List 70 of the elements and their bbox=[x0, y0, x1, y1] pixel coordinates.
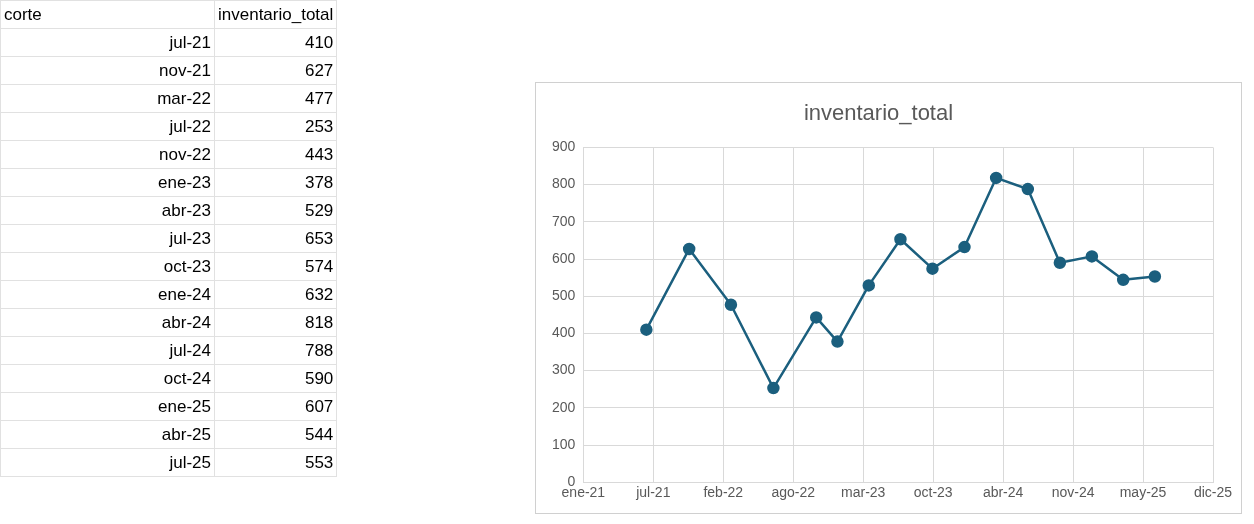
y-tick-label: 200 bbox=[552, 398, 576, 415]
x-tick-label: dic-25 bbox=[1193, 484, 1233, 501]
text: jul-25 bbox=[0, 448, 215, 477]
point bbox=[682, 242, 696, 256]
x-tick-label: nov-24 bbox=[1051, 484, 1095, 501]
point bbox=[1085, 250, 1099, 263]
point bbox=[1148, 270, 1162, 283]
text: inventario_total bbox=[214, 0, 337, 29]
text: nov-22 bbox=[0, 140, 215, 169]
point bbox=[831, 335, 844, 348]
y-tick-label: 300 bbox=[552, 361, 576, 378]
point bbox=[958, 240, 971, 254]
text: jul-24 bbox=[0, 336, 215, 365]
point bbox=[989, 171, 1003, 185]
text: 477 bbox=[214, 84, 337, 113]
chart-title: inventario_total bbox=[803, 100, 954, 126]
text: ene-23 bbox=[0, 168, 215, 197]
x-tick-label: mar-23 bbox=[841, 484, 886, 501]
x-tick-label: ago-22 bbox=[771, 484, 816, 501]
text: abr-23 bbox=[0, 196, 215, 225]
text: mar-22 bbox=[0, 84, 215, 113]
point bbox=[767, 381, 780, 395]
point bbox=[1116, 273, 1130, 287]
text: ene-25 bbox=[0, 392, 215, 421]
text: 410 bbox=[214, 28, 337, 57]
y-tick-label: 500 bbox=[552, 287, 576, 304]
y-tick-label: 900 bbox=[552, 138, 576, 155]
point bbox=[862, 279, 876, 292]
text: 818 bbox=[214, 308, 337, 337]
point bbox=[809, 311, 823, 324]
text: 378 bbox=[214, 168, 337, 197]
point bbox=[1053, 256, 1067, 269]
text: corte bbox=[0, 0, 215, 29]
y-tick-label: 400 bbox=[552, 324, 576, 341]
point bbox=[724, 298, 738, 312]
text: abr-25 bbox=[0, 420, 215, 449]
y-tick-label: 800 bbox=[552, 175, 576, 192]
text: jul-23 bbox=[0, 224, 215, 253]
text: 529 bbox=[214, 196, 337, 225]
y-tick-label: 100 bbox=[552, 435, 576, 452]
text: jul-21 bbox=[0, 28, 215, 57]
text: 788 bbox=[214, 336, 337, 365]
text: 607 bbox=[214, 392, 337, 421]
x-tick-label: abr-24 bbox=[982, 484, 1024, 501]
point bbox=[640, 323, 653, 336]
text: 553 bbox=[214, 448, 337, 477]
point bbox=[926, 262, 939, 275]
text: oct-23 bbox=[0, 252, 215, 281]
x-tick-label: oct-23 bbox=[913, 484, 953, 501]
text: 590 bbox=[214, 364, 337, 393]
x-tick-label: may-25 bbox=[1119, 484, 1167, 501]
x-tick-label: feb-22 bbox=[703, 484, 744, 501]
text: 627 bbox=[214, 56, 337, 85]
text: 632 bbox=[214, 280, 337, 309]
text: 574 bbox=[214, 252, 337, 281]
text: 253 bbox=[214, 112, 337, 141]
point bbox=[894, 233, 907, 246]
text: 653 bbox=[214, 224, 337, 253]
text: jul-22 bbox=[0, 112, 215, 141]
x-tick-label: jul-21 bbox=[635, 484, 671, 501]
text: nov-21 bbox=[0, 56, 215, 85]
point bbox=[1021, 182, 1035, 196]
y-tick-label: 700 bbox=[552, 212, 576, 229]
text: ene-24 bbox=[0, 280, 215, 309]
text: 544 bbox=[214, 420, 337, 449]
y-tick-label: 0 bbox=[567, 473, 576, 490]
y-tick-label: 600 bbox=[552, 249, 576, 266]
text: oct-24 bbox=[0, 364, 215, 393]
text: 443 bbox=[214, 140, 337, 169]
text: abr-24 bbox=[0, 308, 215, 337]
